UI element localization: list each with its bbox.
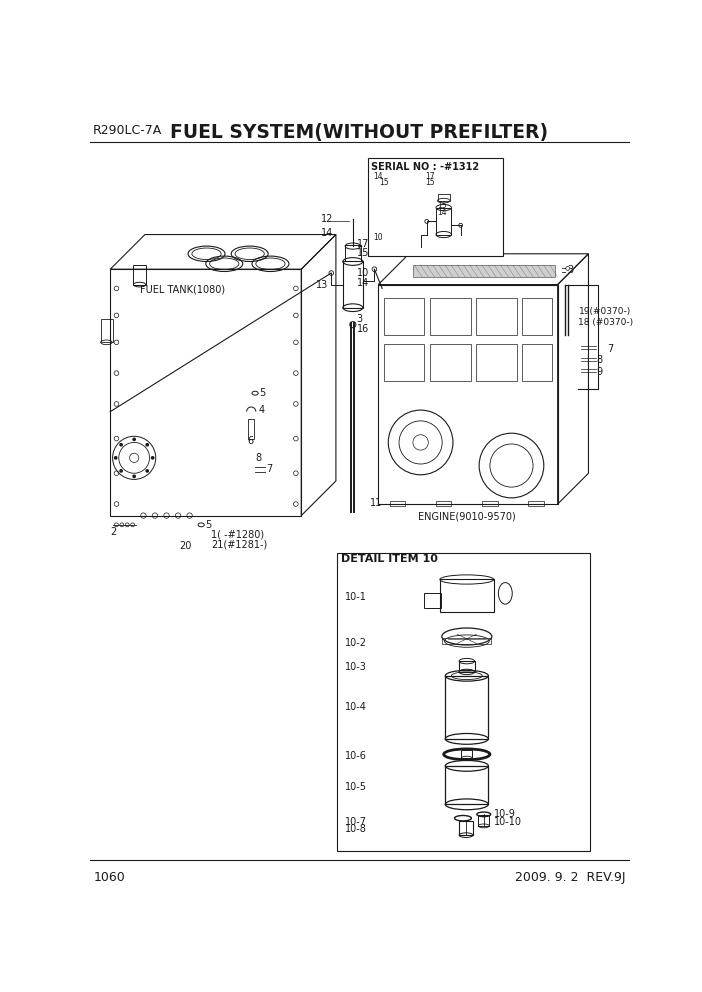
Bar [384, 344, 425, 381]
Bar [522, 298, 552, 334]
Bar [436, 207, 451, 234]
Bar [476, 298, 517, 334]
Bar [101, 319, 112, 342]
Text: 15: 15 [379, 178, 389, 186]
Bar [442, 638, 491, 644]
Text: 14: 14 [321, 228, 333, 238]
Text: 15: 15 [357, 248, 369, 258]
Circle shape [146, 470, 148, 472]
Bar [445, 766, 489, 805]
Bar [476, 344, 517, 381]
Text: 15: 15 [437, 200, 447, 209]
Text: 11: 11 [370, 498, 382, 508]
Text: 17: 17 [425, 172, 435, 181]
Circle shape [152, 456, 154, 459]
Text: 21(#1281-): 21(#1281-) [211, 539, 267, 550]
Text: 10-5: 10-5 [345, 782, 367, 792]
Text: 8: 8 [255, 452, 261, 463]
Text: 5: 5 [205, 520, 211, 530]
Text: ENGINE(9010-9570): ENGINE(9010-9570) [418, 512, 516, 522]
Bar [369, 158, 503, 256]
Circle shape [120, 443, 122, 446]
Circle shape [114, 456, 117, 459]
Bar [459, 661, 475, 672]
Text: 12: 12 [321, 214, 333, 224]
Text: 10-7: 10-7 [345, 817, 367, 827]
Bar [338, 553, 590, 850]
Text: 10: 10 [357, 268, 369, 278]
Text: 10-4: 10-4 [345, 701, 367, 711]
Text: 6: 6 [247, 435, 253, 445]
Text: 1( -#1280): 1( -#1280) [211, 529, 264, 539]
Text: 10-3: 10-3 [345, 663, 367, 673]
Bar [436, 501, 451, 506]
Text: 16: 16 [357, 324, 369, 334]
Bar [522, 344, 552, 381]
Text: R290LC-7A: R290LC-7A [93, 124, 162, 137]
Text: 10-10: 10-10 [494, 817, 522, 827]
Text: 2: 2 [110, 527, 117, 537]
Circle shape [133, 438, 135, 440]
Bar [425, 592, 442, 608]
Bar [390, 501, 405, 506]
Text: 7: 7 [267, 464, 273, 474]
Text: 18 (#0370-): 18 (#0370-) [578, 317, 634, 326]
Text: 4: 4 [259, 405, 265, 415]
Bar [248, 420, 254, 438]
Text: 7: 7 [607, 343, 613, 353]
Text: 10: 10 [373, 233, 383, 242]
Bar [440, 579, 494, 612]
Text: SERIAL NO : -#1312: SERIAL NO : -#1312 [371, 162, 479, 173]
Text: 10-1: 10-1 [345, 592, 367, 602]
Circle shape [146, 443, 148, 446]
Text: DETAIL ITEM 10: DETAIL ITEM 10 [340, 555, 437, 564]
Bar [445, 676, 489, 739]
Bar [459, 821, 473, 835]
Text: 20: 20 [180, 542, 192, 552]
Bar [384, 298, 425, 334]
Bar [478, 815, 489, 826]
Text: 14: 14 [373, 172, 383, 181]
Text: 10-8: 10-8 [345, 824, 367, 834]
Bar [430, 344, 470, 381]
Text: 8: 8 [596, 355, 602, 365]
Bar [430, 298, 470, 334]
Text: 19(#0370-): 19(#0370-) [578, 308, 630, 316]
Text: 10-6: 10-6 [345, 751, 367, 761]
Text: 9: 9 [596, 367, 602, 377]
Text: 10-2: 10-2 [345, 638, 367, 648]
Text: 15: 15 [425, 179, 435, 187]
Bar [345, 245, 361, 262]
Text: FUEL TANK(1080): FUEL TANK(1080) [140, 285, 225, 295]
Bar [133, 265, 146, 285]
Text: 10-9: 10-9 [494, 809, 516, 819]
Bar [529, 501, 544, 506]
Circle shape [120, 470, 122, 472]
Bar [461, 750, 472, 758]
Text: 14: 14 [437, 208, 447, 217]
Text: 3: 3 [568, 265, 574, 275]
Bar [343, 262, 363, 308]
Bar [413, 265, 555, 277]
Text: 1060: 1060 [94, 871, 126, 884]
Text: 3: 3 [357, 314, 363, 324]
Bar [482, 501, 498, 506]
Text: 17: 17 [357, 239, 369, 249]
Bar [437, 193, 450, 200]
Text: 5: 5 [259, 388, 265, 398]
Text: 14: 14 [357, 278, 369, 288]
Text: FUEL SYSTEM(WITHOUT PREFILTER): FUEL SYSTEM(WITHOUT PREFILTER) [170, 123, 548, 142]
Text: 2009. 9. 2  REV.9J: 2009. 9. 2 REV.9J [515, 871, 625, 884]
Text: 13: 13 [316, 280, 328, 290]
Circle shape [133, 475, 135, 477]
